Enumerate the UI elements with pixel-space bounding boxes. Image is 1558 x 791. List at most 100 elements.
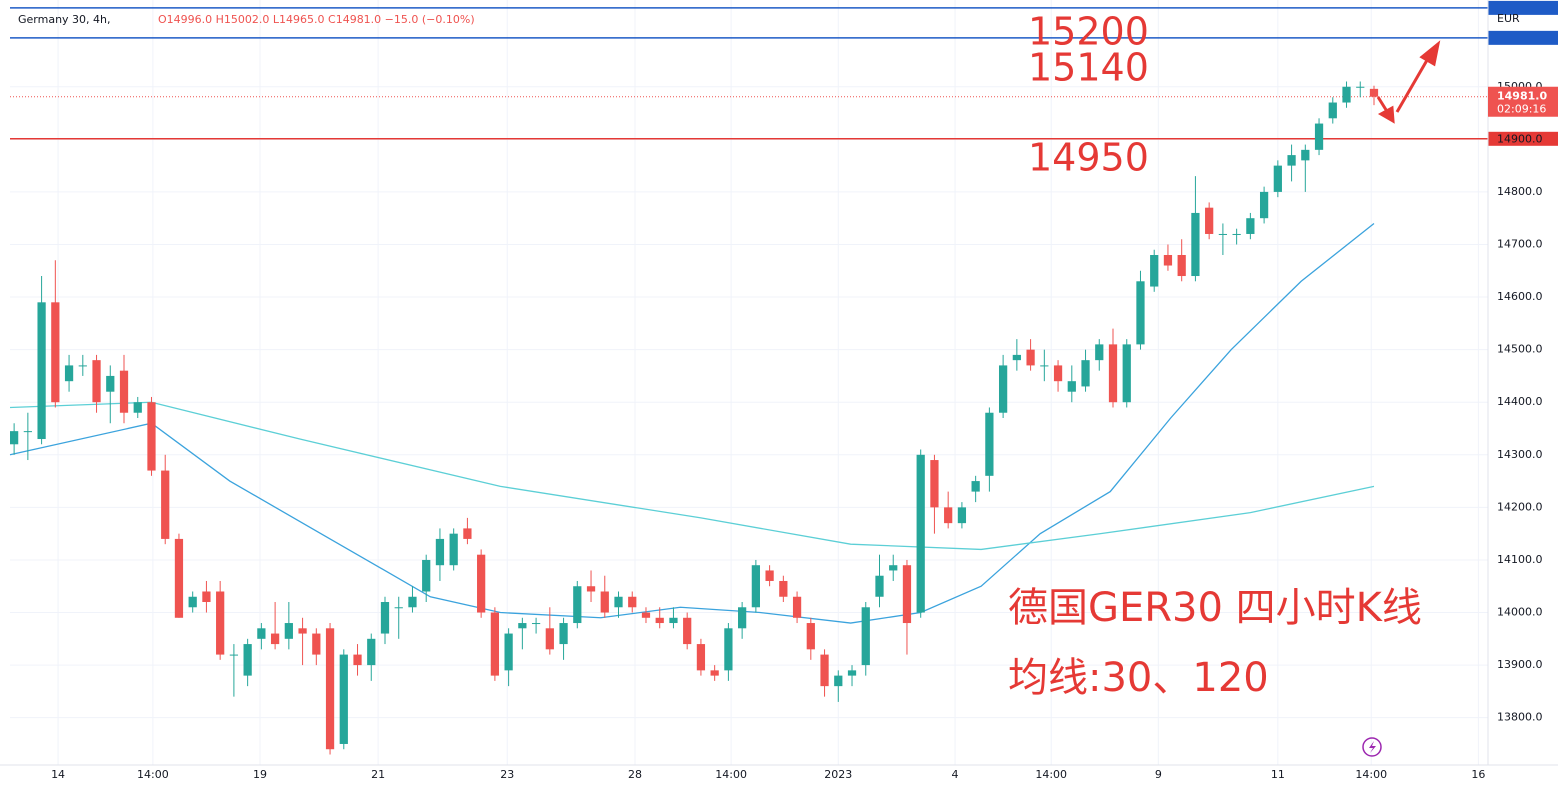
candle-body — [422, 559, 431, 592]
candle-body — [1012, 354, 1021, 361]
candle-body — [339, 654, 348, 744]
candle-body — [325, 628, 335, 750]
x-tick-label: 14:00 — [137, 768, 169, 781]
candle-body — [353, 654, 362, 666]
candle-body — [477, 554, 486, 613]
candle-body — [847, 670, 857, 676]
candle-body — [380, 602, 390, 634]
arrow-head — [1419, 40, 1441, 67]
candle-body — [504, 633, 513, 671]
candle-body — [37, 302, 46, 440]
candle-body — [1232, 233, 1241, 235]
candle-body — [367, 638, 376, 666]
candle-body — [174, 538, 184, 618]
candle-body — [119, 370, 129, 413]
candle-body — [861, 607, 870, 666]
candle-body — [229, 654, 239, 656]
currency: EUR — [1497, 12, 1520, 25]
candle-body — [243, 644, 252, 676]
alert-bolt — [1369, 741, 1376, 753]
candle-body — [957, 507, 967, 524]
candle-body — [1205, 207, 1214, 234]
y-tick-label: 14200.0 — [1497, 500, 1543, 513]
candle-body — [998, 365, 1008, 413]
level-tag — [1488, 0, 1558, 15]
candle-body — [696, 644, 706, 671]
candle-body — [531, 623, 541, 625]
candle-body — [1040, 365, 1049, 367]
candle-body — [78, 365, 87, 367]
y-tick-label: 13800.0 — [1497, 711, 1543, 724]
caption: 德国GER30 四小时K线 — [1008, 585, 1422, 631]
candle-body — [573, 586, 582, 624]
candle-body — [10, 431, 19, 445]
candle-body — [1342, 86, 1351, 103]
candle-body — [751, 565, 760, 608]
candle-body — [1108, 344, 1118, 403]
symbol: Germany 30, 4h, — [18, 13, 111, 26]
candle-body — [1191, 212, 1200, 277]
y-tick-label: 13900.0 — [1497, 658, 1543, 671]
candle-body — [1026, 349, 1035, 366]
caption: 均线:30、120 — [1008, 655, 1269, 701]
candle-body — [51, 302, 60, 403]
candle-body — [270, 633, 280, 645]
arrow-up — [1395, 54, 1432, 113]
candle-body — [1328, 102, 1337, 119]
candle-body — [1314, 123, 1324, 150]
candle-body — [23, 431, 32, 433]
candle-body — [710, 670, 719, 676]
alert-icon[interactable] — [1362, 737, 1382, 757]
countdown: 02:09:16 — [1497, 103, 1546, 116]
candle-body — [298, 628, 307, 634]
candle-body — [1356, 86, 1365, 88]
x-tick-label: 19 — [253, 768, 267, 781]
candle-body — [902, 565, 912, 624]
candle-body — [669, 617, 678, 624]
candle-body — [147, 402, 156, 471]
y-tick-label: 14500.0 — [1497, 343, 1543, 356]
candle-body — [820, 654, 829, 687]
arrows — [1376, 40, 1441, 124]
candle-body — [435, 538, 445, 566]
arrow-head — [1377, 105, 1395, 124]
candle-body — [1067, 381, 1076, 392]
y-tick-label: 14600.0 — [1497, 290, 1543, 303]
candle-body — [408, 596, 417, 608]
candle-body — [628, 596, 637, 608]
candle-body — [449, 533, 458, 566]
candle-body — [930, 460, 939, 508]
candle-body — [216, 591, 225, 655]
candle-body — [600, 591, 609, 613]
candle-body — [1246, 218, 1255, 234]
candle-body — [559, 623, 568, 645]
candle-body — [1177, 255, 1186, 277]
ohlc-header: O14996.0 H15002.0 L14965.0 C14981.0 −15.… — [158, 13, 475, 26]
x-tick-label: 14:00 — [715, 768, 747, 781]
last-price-label: 14981.0 — [1497, 90, 1547, 103]
candle-body — [655, 617, 664, 624]
moving-average — [9, 401, 1375, 551]
candle-body — [834, 675, 843, 687]
x-tick-label: 11 — [1271, 768, 1285, 781]
x-tick-label: 23 — [500, 768, 514, 781]
candle-body — [875, 575, 884, 597]
y-tick-label: 14000.0 — [1497, 606, 1543, 619]
candle-body — [1053, 365, 1063, 382]
candle-body — [614, 596, 623, 608]
candle-body — [724, 628, 733, 671]
candle-body — [1273, 165, 1282, 192]
candle-body — [284, 623, 293, 639]
y-tick-label: 14300.0 — [1497, 448, 1543, 461]
candle-body — [188, 596, 197, 608]
candle-body — [1122, 344, 1131, 403]
x-tick-label: 16 — [1471, 768, 1485, 781]
candle-body — [889, 565, 898, 571]
level-tag — [1488, 131, 1558, 146]
candle-body — [394, 607, 403, 609]
x-tick-label: 2023 — [824, 768, 852, 781]
y-tick-label: 14800.0 — [1497, 185, 1543, 198]
candle-body — [133, 402, 142, 413]
candle-body — [1218, 233, 1228, 235]
